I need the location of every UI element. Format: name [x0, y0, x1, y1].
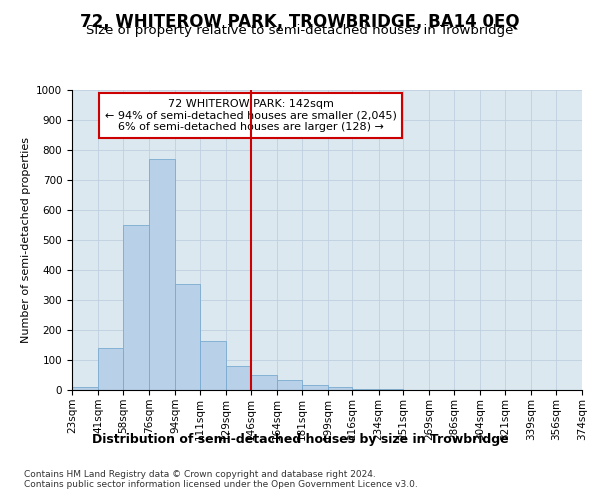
Text: Size of property relative to semi-detached houses in Trowbridge: Size of property relative to semi-detach… — [86, 24, 514, 37]
Text: 72, WHITEROW PARK, TROWBRIDGE, BA14 0EQ: 72, WHITEROW PARK, TROWBRIDGE, BA14 0EQ — [80, 12, 520, 30]
Bar — [226, 366, 251, 390]
Bar — [72, 387, 98, 390]
Text: 72 WHITEROW PARK: 142sqm
← 94% of semi-detached houses are smaller (2,045)
6% of: 72 WHITEROW PARK: 142sqm ← 94% of semi-d… — [104, 99, 397, 132]
Bar — [302, 385, 328, 390]
Text: Contains HM Land Registry data © Crown copyright and database right 2024.: Contains HM Land Registry data © Crown c… — [24, 470, 376, 479]
Text: Distribution of semi-detached houses by size in Trowbridge: Distribution of semi-detached houses by … — [92, 432, 508, 446]
Text: Contains public sector information licensed under the Open Government Licence v3: Contains public sector information licen… — [24, 480, 418, 489]
Bar — [98, 348, 123, 390]
Bar — [149, 159, 175, 390]
Bar — [175, 284, 200, 390]
Bar — [251, 375, 277, 390]
Bar — [352, 388, 379, 390]
Bar — [123, 225, 149, 390]
Bar — [200, 340, 226, 390]
Bar — [328, 387, 352, 390]
Y-axis label: Number of semi-detached properties: Number of semi-detached properties — [20, 137, 31, 343]
Bar — [277, 380, 302, 390]
